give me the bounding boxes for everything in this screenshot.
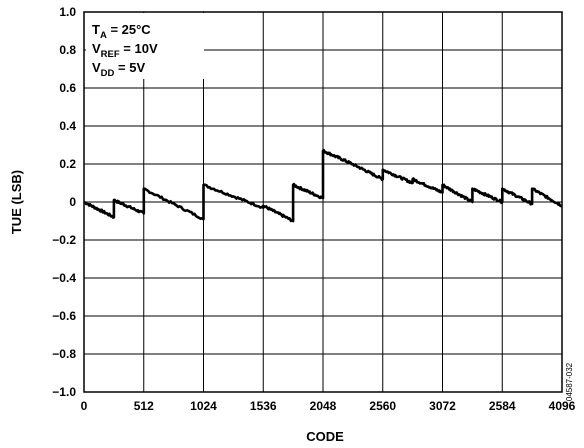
y-tick-label: 0.4 xyxy=(59,119,76,133)
y-tick-label: −0.2 xyxy=(52,233,76,247)
y-tick-label: 0.6 xyxy=(59,81,76,95)
y-tick-label: 0.2 xyxy=(59,157,76,171)
x-tick-label: 1536 xyxy=(250,399,277,413)
y-tick-label: −1.0 xyxy=(52,385,76,399)
annotation-box: TA = 25°C VREF = 10V VDD = 5V xyxy=(86,13,204,79)
x-tick-label: 512 xyxy=(134,399,154,413)
annotation-line-1: TA = 25°C xyxy=(92,22,151,41)
y-tick-label: 1.0 xyxy=(59,5,76,19)
series-group xyxy=(83,148,563,223)
tue-series-line xyxy=(83,148,563,223)
x-tick-label: 2048 xyxy=(310,399,337,413)
y-tick-label: −0.6 xyxy=(52,309,76,323)
x-tick-labels: 0 512 1024 1536 2048 2560 3072 2584 4096 xyxy=(81,399,576,413)
annotation-line-2: VREF = 10V xyxy=(92,41,158,60)
y-tick-labels: 1.0 0.8 0.6 0.4 0.2 0 −0.2 −0.4 −0.6 −0.8 −1.0 xyxy=(52,5,76,399)
annotation-line-3: VDD = 5V xyxy=(92,60,145,79)
plot-frame xyxy=(83,11,563,393)
x-tick-label: 2560 xyxy=(369,399,396,413)
y-tick-label: −0.8 xyxy=(52,347,76,361)
y-tick-label: 0.8 xyxy=(59,43,76,57)
x-tick-label: 0 xyxy=(81,399,88,413)
figure-id-watermark: 04587-032 xyxy=(565,362,574,401)
x-tick-label: 1024 xyxy=(190,399,217,413)
x-tick-label: 4096 xyxy=(549,399,576,413)
x-tick-label: 3072 xyxy=(429,399,456,413)
y-tick-label: 0 xyxy=(69,195,76,209)
grid xyxy=(84,12,562,392)
y-tick-label: −0.4 xyxy=(52,271,76,285)
x-axis-title: CODE xyxy=(306,429,344,444)
x-tick-label: 2584 xyxy=(489,399,516,413)
y-axis-title: TUE (LSB) xyxy=(9,170,24,234)
